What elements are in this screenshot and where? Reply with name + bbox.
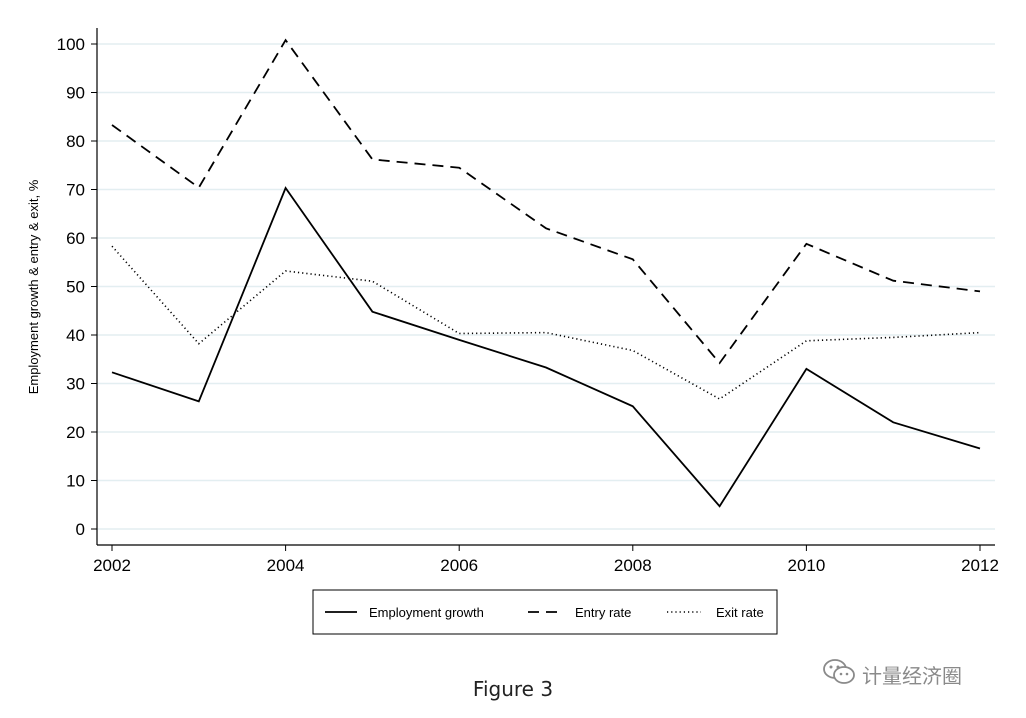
y-tick-label: 90 bbox=[66, 84, 85, 103]
x-tick-label: 2010 bbox=[787, 556, 825, 575]
legend-label-exit-rate: Exit rate bbox=[716, 605, 764, 620]
legend: Employment growth Entry rate Exit rate bbox=[312, 589, 778, 635]
legend-label-employment-growth: Employment growth bbox=[369, 605, 484, 620]
x-ticks: 2002 2004 2006 2008 2010 2012 bbox=[93, 545, 999, 575]
y-tick-label: 30 bbox=[66, 375, 85, 394]
y-tick-label: 40 bbox=[66, 326, 85, 345]
watermark-text: 计量经济圈 bbox=[862, 664, 962, 688]
x-tick-label: 2012 bbox=[961, 556, 999, 575]
y-tick-label: 50 bbox=[66, 278, 85, 297]
y-ticks: 0 10 20 30 40 50 60 70 80 90 100 bbox=[57, 35, 97, 539]
series-line-exit-rate bbox=[111, 245, 981, 400]
y-axis-title: Employment growth & entry & exit, % bbox=[26, 179, 41, 394]
y-tick-label: 60 bbox=[66, 229, 85, 248]
x-tick-label: 2006 bbox=[440, 556, 478, 575]
series-line-employment-growth bbox=[111, 186, 981, 508]
y-tick-label: 0 bbox=[76, 520, 85, 539]
figure-caption: Figure 3 bbox=[472, 677, 554, 701]
x-tick-label: 2002 bbox=[93, 556, 131, 575]
y-tick-label: 100 bbox=[57, 35, 85, 54]
series-lines bbox=[111, 38, 981, 508]
y-tick-label: 20 bbox=[66, 423, 85, 442]
gridlines bbox=[97, 43, 995, 530]
legend-label-entry-rate: Entry rate bbox=[575, 605, 631, 620]
x-tick-label: 2008 bbox=[614, 556, 652, 575]
y-tick-label: 80 bbox=[66, 132, 85, 151]
watermark: 计量经济圈 bbox=[822, 658, 962, 691]
series-line-entry-rate bbox=[111, 38, 981, 365]
y-tick-label: 70 bbox=[66, 181, 85, 200]
y-tick-label: 10 bbox=[66, 472, 85, 491]
legend-box bbox=[312, 589, 778, 635]
x-tick-label: 2004 bbox=[267, 556, 305, 575]
wechat-icon bbox=[822, 658, 856, 691]
